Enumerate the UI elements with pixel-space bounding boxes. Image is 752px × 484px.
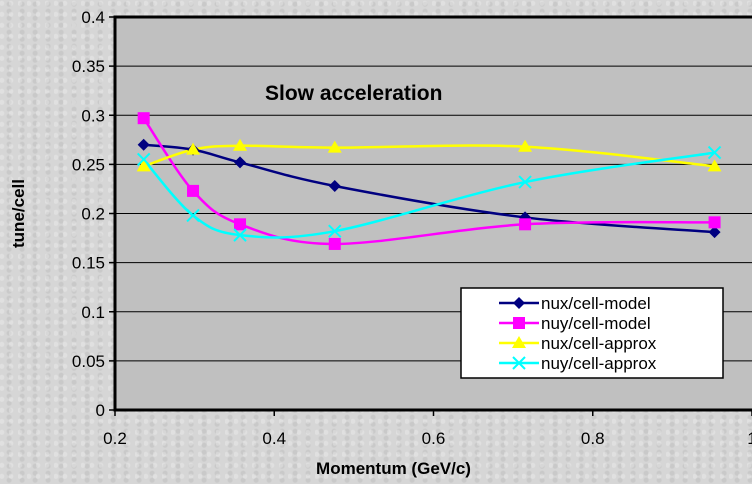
legend-label: nuy/cell-approx bbox=[541, 354, 657, 373]
data-point bbox=[708, 216, 721, 229]
y-axis-ticks: 0 0.05 0.1 0.15 0.2 0.25 0.3 0.35 0.4 bbox=[72, 8, 115, 420]
y-axis-title: tune/cell bbox=[9, 179, 28, 248]
legend: nux/cell-modelnuy/cell-modelnux/cell-app… bbox=[460, 287, 724, 379]
x-tick-label: 0.2 bbox=[103, 429, 127, 448]
x-tick-label: 1 bbox=[747, 429, 752, 448]
legend-swatch-marker bbox=[512, 336, 526, 348]
data-point bbox=[328, 237, 341, 250]
legend-label: nuy/cell-model bbox=[541, 314, 651, 333]
legend-swatch-marker bbox=[512, 356, 526, 370]
y-tick-label: 0.4 bbox=[81, 8, 105, 27]
chart-annotation: Slow acceleration bbox=[265, 82, 442, 105]
y-tick-label: 0 bbox=[96, 401, 105, 420]
y-tick-label: 0.25 bbox=[72, 155, 105, 174]
data-point bbox=[136, 159, 151, 172]
data-point bbox=[234, 156, 247, 169]
legend-label: nux/cell-model bbox=[541, 294, 651, 313]
data-point bbox=[328, 179, 341, 192]
data-point bbox=[707, 145, 722, 160]
data-point bbox=[186, 208, 200, 223]
data-point bbox=[137, 112, 150, 125]
series-markers bbox=[136, 112, 722, 250]
y-tick-label: 0.2 bbox=[81, 205, 105, 224]
data-point bbox=[327, 140, 342, 153]
data-point bbox=[519, 218, 532, 231]
data-point bbox=[136, 152, 151, 167]
plot-border bbox=[113, 15, 752, 412]
data-point bbox=[233, 228, 247, 242]
legend-label: nux/cell-approx bbox=[541, 334, 657, 353]
data-point bbox=[708, 226, 721, 239]
data-point bbox=[137, 138, 150, 151]
data-point bbox=[233, 138, 248, 151]
x-tick-label: 0.6 bbox=[422, 429, 446, 448]
x-axis-title: Momentum (GeV/c) bbox=[316, 459, 471, 478]
legend-swatch-marker bbox=[513, 297, 525, 309]
data-point bbox=[707, 159, 722, 172]
data-point bbox=[518, 175, 532, 189]
data-point bbox=[187, 184, 200, 197]
x-tick-label: 0.8 bbox=[581, 429, 605, 448]
x-tick-label: 0.4 bbox=[262, 429, 286, 448]
legend-swatch-marker bbox=[513, 317, 525, 329]
data-point bbox=[328, 224, 342, 238]
y-tick-label: 0.1 bbox=[81, 303, 105, 322]
y-tick-label: 0.35 bbox=[72, 57, 105, 76]
data-point bbox=[234, 218, 247, 231]
y-tick-label: 0.15 bbox=[72, 254, 105, 273]
x-axis-ticks: 0.2 0.4 0.6 0.8 1 bbox=[103, 410, 752, 448]
y-tick-label: 0.3 bbox=[81, 106, 105, 125]
data-point bbox=[518, 139, 533, 152]
data-point bbox=[186, 142, 201, 155]
y-tick-label: 0.05 bbox=[72, 352, 105, 371]
